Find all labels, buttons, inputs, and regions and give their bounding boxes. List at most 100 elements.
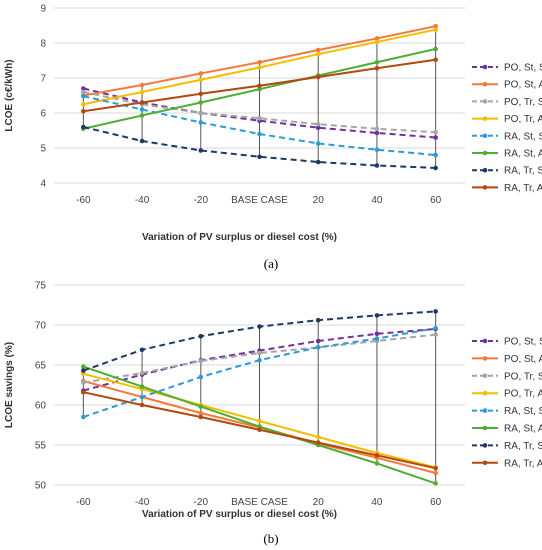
data-point	[81, 86, 86, 91]
legend-marker	[482, 64, 488, 70]
data-point	[257, 418, 262, 424]
y-tick-label: 75	[35, 281, 47, 292]
data-point	[374, 461, 380, 466]
data-point	[198, 77, 204, 83]
x-tick-label: -40	[135, 497, 150, 508]
data-point	[81, 380, 86, 385]
x-axis-title: Variation of PV surplus or diesel cost (…	[142, 232, 337, 243]
legend-label: PO, Tr, SC	[504, 97, 542, 108]
data-point	[374, 453, 380, 458]
data-point	[81, 89, 86, 95]
data-point	[374, 130, 380, 136]
data-point	[433, 152, 438, 158]
data-point	[81, 93, 86, 99]
data-point	[139, 107, 145, 112]
legend-marker	[482, 408, 488, 413]
data-point	[374, 59, 380, 65]
data-point	[257, 324, 262, 329]
data-point	[315, 125, 321, 130]
y-tick-label: 60	[35, 401, 47, 412]
x-tick-label: 20	[313, 497, 325, 508]
data-point	[257, 424, 262, 429]
legend-marker	[482, 81, 488, 87]
legend-label: PO, Tr, AU	[504, 389, 542, 400]
data-point	[81, 389, 86, 395]
data-point	[81, 368, 86, 373]
chart-panel-a: 4 5 6 7 8 9 -60 -40 -20 BASE CASE 20 40 60 LCOE (c€/k…	[4, 4, 542, 272]
data-point	[198, 91, 204, 97]
data-point	[139, 384, 145, 389]
data-point	[257, 154, 262, 160]
data-point	[257, 350, 262, 356]
legend-marker	[482, 425, 488, 431]
data-point	[315, 121, 321, 127]
data-point	[315, 74, 321, 80]
data-point	[374, 331, 380, 337]
legend-label: RA, Tr, SC	[504, 441, 542, 452]
data-point	[374, 313, 380, 318]
data-point	[257, 357, 262, 363]
data-point	[374, 336, 380, 341]
x-tick-label: 60	[430, 497, 442, 508]
data-point	[315, 51, 321, 57]
legend-marker	[482, 185, 488, 190]
data-point	[433, 27, 438, 32]
x-tick-label: -60	[76, 497, 91, 508]
data-point	[139, 138, 145, 144]
data-point	[198, 358, 204, 364]
legend-label: PO, St, AU	[504, 80, 542, 91]
y-tick-label: 70	[35, 321, 47, 332]
data-point	[198, 110, 204, 116]
data-point	[374, 126, 380, 132]
data-point	[433, 57, 438, 63]
x-tick-label: 20	[313, 195, 325, 206]
y-tick-label: 4	[40, 179, 46, 190]
data-point	[139, 394, 145, 400]
x-tick-label: 40	[371, 497, 383, 508]
legend-marker	[482, 338, 488, 344]
data-point	[374, 147, 380, 153]
data-point	[315, 345, 321, 350]
legend-marker	[482, 356, 488, 361]
data-point	[433, 332, 438, 337]
legend-label: RA, St, AU	[504, 149, 542, 160]
data-point	[139, 82, 145, 88]
data-point	[81, 371, 86, 377]
legend-marker	[482, 373, 488, 379]
data-point	[139, 89, 145, 95]
legend-marker	[482, 443, 488, 448]
data-point	[315, 434, 321, 440]
y-axis-title: LCOE (c€/kWh)	[4, 59, 15, 131]
x-tick-label: 40	[371, 195, 383, 206]
data-point	[433, 23, 438, 29]
legend-label: PO, Tr, SC	[504, 371, 542, 382]
data-point	[81, 124, 86, 130]
data-point	[433, 325, 438, 331]
data-point	[374, 36, 380, 41]
legend-label: RA, St, AU	[504, 424, 542, 435]
legend-marker	[482, 133, 488, 139]
data-point	[198, 100, 204, 105]
legend-label: PO, Tr, AU	[504, 114, 542, 125]
x-tick-label: -20	[194, 497, 209, 508]
data-point	[257, 115, 262, 121]
data-point	[139, 370, 145, 376]
x-axis-title: Variation of PV surplus or diesel cost (…	[142, 509, 337, 520]
legend-label: PO, St, SC	[504, 63, 542, 74]
data-point	[433, 135, 438, 140]
data-point	[433, 309, 438, 314]
panel-label: (b)	[263, 531, 278, 546]
y-tick-label: 50	[35, 481, 47, 492]
data-point	[315, 47, 321, 53]
data-point	[81, 364, 86, 369]
data-point	[139, 113, 145, 118]
data-point	[433, 129, 438, 135]
data-point	[198, 410, 204, 416]
x-tick-label: 60	[430, 195, 442, 206]
legend-marker	[482, 116, 488, 121]
y-tick-label: 9	[40, 4, 46, 15]
x-tick-label: -40	[135, 195, 150, 206]
legend-marker	[482, 150, 488, 156]
legend-marker	[482, 390, 488, 396]
